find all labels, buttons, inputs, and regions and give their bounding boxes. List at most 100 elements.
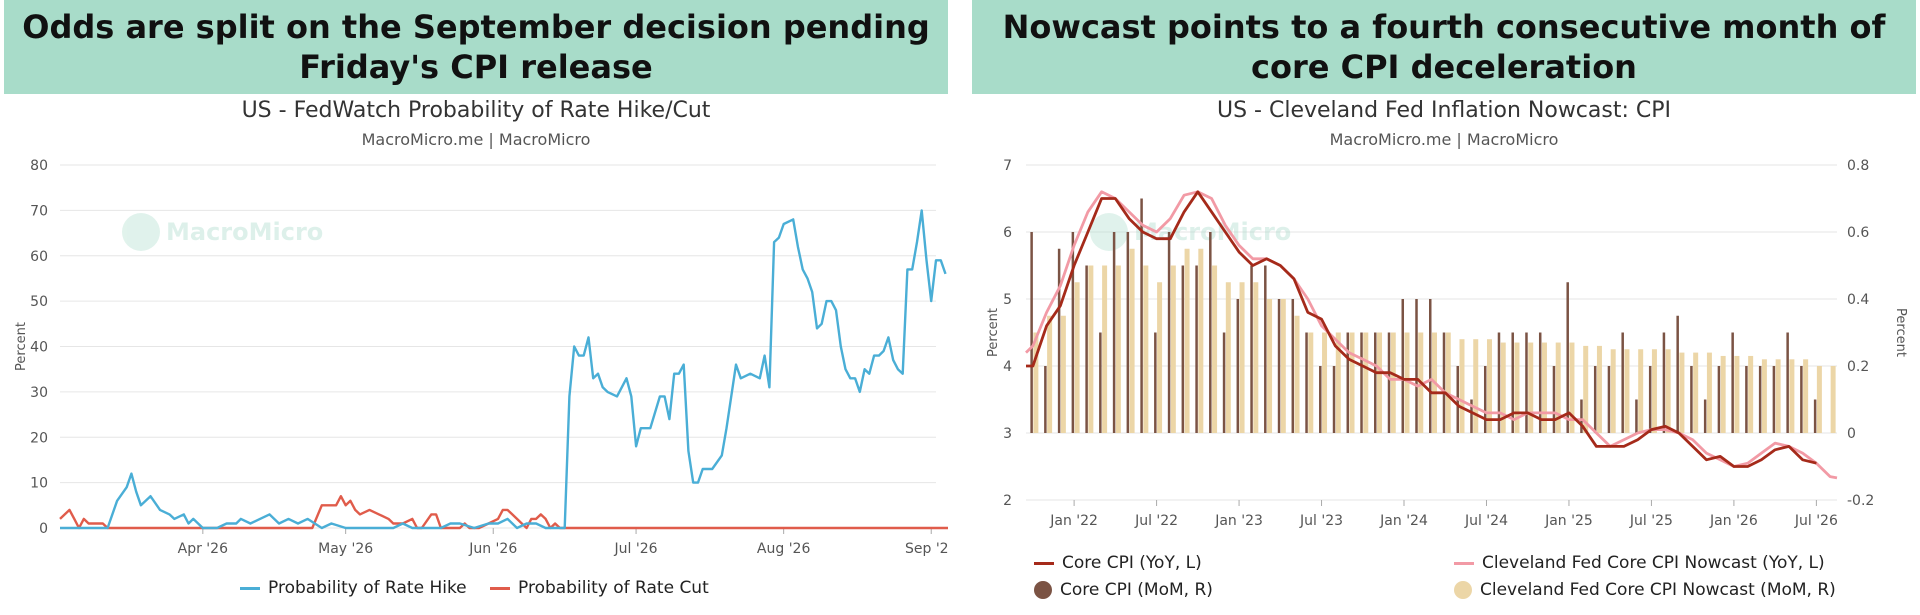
- right-legend-nowcast-yoy[interactable]: Cleveland Fed Core CPI Nowcast (YoY, L): [1454, 553, 1825, 573]
- nowcast-mom-bar: [1047, 315, 1053, 433]
- nowcast-mom-bar: [1377, 332, 1383, 433]
- watermark: MacroMicro: [1090, 213, 1291, 251]
- core-mom-bar: [1222, 332, 1226, 433]
- nowcast-mom-bar: [1679, 352, 1685, 433]
- y-tick-label: 10: [30, 476, 48, 492]
- core-mom-bar: [1209, 232, 1212, 433]
- x-tick-label: Jan '26: [1709, 513, 1758, 529]
- right-legend-nowcast-mom[interactable]: Cleveland Fed Core CPI Nowcast (MoM, R): [1454, 580, 1836, 600]
- core-mom-bar: [1415, 299, 1418, 433]
- right-chart-subtitle: MacroMicro.me | MacroMicro: [1329, 130, 1559, 149]
- nowcast-mom-bar: [1775, 359, 1781, 433]
- nowcast-mom-bar: [1693, 352, 1699, 433]
- nowcast-mom-bar: [1184, 248, 1190, 433]
- legend-label-nowcast-mom: Cleveland Fed Core CPI Nowcast (MoM, R): [1480, 580, 1836, 600]
- nowcast-mom-bar: [1596, 345, 1602, 433]
- watermark-logo-icon: [122, 213, 160, 251]
- legend-line-cut-icon: [490, 586, 510, 590]
- core-mom-bar: [1099, 332, 1102, 433]
- x-tick-label: May '26: [318, 541, 373, 557]
- y-left-tick-label: 3: [1003, 426, 1012, 442]
- nowcast-mom-bar: [1335, 332, 1341, 433]
- core-mom-bar: [1662, 332, 1666, 433]
- y-left-tick-label: 6: [1003, 225, 1012, 241]
- legend-dot-core-mom-icon: [1034, 581, 1052, 599]
- nowcast-mom-bar: [1115, 265, 1121, 433]
- x-tick-label: Jan '25: [1544, 513, 1593, 529]
- y-tick-label: 40: [30, 340, 48, 356]
- nowcast-mom-bar: [1610, 349, 1616, 433]
- legend-label-nowcast-yoy: Cleveland Fed Core CPI Nowcast (YoY, L): [1482, 553, 1825, 573]
- right-legend-core-yoy[interactable]: Core CPI (YoY, L): [1034, 553, 1202, 573]
- core-mom-bar: [1181, 265, 1185, 433]
- legend-label-hike: Probability of Rate Hike: [268, 578, 467, 598]
- core-mom-bar: [1195, 265, 1198, 433]
- right-banner: Nowcast points to a fourth consecutive m…: [972, 0, 1916, 94]
- nowcast-mom-bar: [1830, 366, 1836, 433]
- y-tick-label: 80: [30, 158, 48, 174]
- y-tick-label: 30: [30, 385, 48, 401]
- core-mom-bar: [1429, 299, 1432, 433]
- core-mom-bar: [1264, 265, 1267, 433]
- core-mom-bar: [1360, 332, 1363, 433]
- nowcast-mom-bar: [1459, 339, 1465, 433]
- nowcast-mom-bar: [1473, 339, 1479, 433]
- core-mom-bar: [1648, 366, 1652, 433]
- right-legend-core-mom[interactable]: Core CPI (MoM, R): [1034, 580, 1213, 600]
- core-mom-bar: [1621, 332, 1624, 433]
- nowcast-mom-bar: [1651, 349, 1657, 433]
- watermark: MacroMicro: [122, 213, 323, 251]
- core-mom-bar: [1071, 232, 1075, 433]
- y-right-tick-label: 0.2: [1847, 359, 1869, 375]
- left-legend-hike[interactable]: Probability of Rate Hike: [240, 578, 467, 598]
- y-tick-label: 20: [30, 430, 48, 446]
- legend-line-nowcast-yoy-icon: [1454, 561, 1474, 565]
- x-tick-label: Sep '26: [905, 541, 948, 557]
- y-right-tick-label: 0.6: [1847, 225, 1869, 241]
- core-mom-bar: [1731, 332, 1734, 433]
- x-tick-label: Jan '24: [1379, 513, 1428, 529]
- x-tick-label: Aug '26: [757, 541, 811, 557]
- nowcast-yoy-line: [1025, 190, 1838, 480]
- core-mom-bar: [1758, 366, 1762, 433]
- nowcast-mom-bar: [1308, 332, 1314, 433]
- y-left-tick-label: 2: [1003, 493, 1012, 509]
- nowcast-mom-bar: [1624, 349, 1630, 433]
- right-panel: Nowcast points to a fourth consecutive m…: [972, 0, 1916, 615]
- y-tick-label: 60: [30, 249, 48, 265]
- left-panel: Odds are split on the September decision…: [4, 0, 948, 615]
- nowcast-mom-bar: [1803, 359, 1809, 433]
- x-tick-label: Jul '22: [1134, 513, 1178, 529]
- nowcast-mom-bar: [1239, 282, 1245, 433]
- core-mom-bar: [1525, 332, 1528, 433]
- nowcast-mom-bar: [1088, 265, 1094, 433]
- nowcast-mom-bar: [1486, 339, 1492, 433]
- core-mom-bar: [1538, 332, 1542, 433]
- nowcast-mom-bar: [1555, 342, 1561, 433]
- left-legend-cut[interactable]: Probability of Rate Cut: [490, 578, 709, 598]
- core-mom-bar: [1703, 399, 1707, 433]
- core-mom-bar: [1800, 366, 1803, 433]
- nowcast-mom-bar: [1720, 355, 1726, 433]
- nowcast-mom-bar: [1280, 299, 1286, 433]
- y-left-tick-label: 4: [1003, 359, 1012, 375]
- y-tick-label: 50: [30, 294, 48, 310]
- nowcast-mom-bar: [1074, 282, 1080, 433]
- core-mom-bar: [1154, 332, 1157, 433]
- x-tick-label: Jul '26: [1794, 513, 1838, 529]
- watermark-text: MacroMicro: [166, 218, 323, 246]
- core-mom-bar: [1717, 366, 1721, 433]
- x-tick-label: Jan '22: [1049, 513, 1098, 529]
- legend-label-core-mom: Core CPI (MoM, R): [1060, 580, 1213, 600]
- y-left-axis-label: Percent: [986, 308, 1001, 357]
- core-mom-bar: [1387, 332, 1391, 433]
- core-mom-bar: [1497, 332, 1501, 433]
- core-mom-bar: [1085, 265, 1088, 433]
- legend-label-cut: Probability of Rate Cut: [518, 578, 709, 598]
- nowcast-mom-bar: [1789, 359, 1795, 433]
- y-right-tick-label: 0: [1847, 426, 1856, 442]
- nowcast-mom-bar: [1033, 332, 1039, 433]
- nowcast-mom-bar: [1294, 315, 1300, 433]
- x-tick-label: Jun '26: [468, 541, 517, 557]
- left-chart: 0 10 20 30 40 50 60 70 80 Apr '26 May '26 Jun '26 Ju…: [14, 158, 948, 557]
